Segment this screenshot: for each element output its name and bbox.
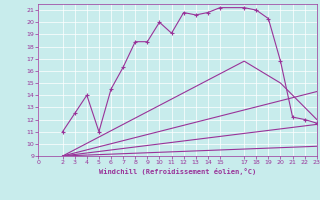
X-axis label: Windchill (Refroidissement éolien,°C): Windchill (Refroidissement éolien,°C) [99, 168, 256, 175]
